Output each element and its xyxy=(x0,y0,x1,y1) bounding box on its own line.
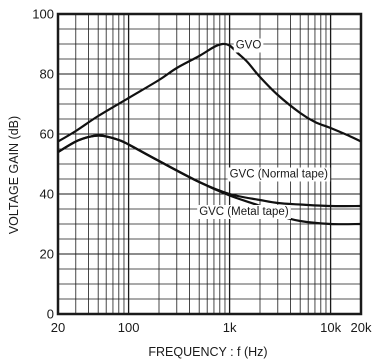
y-tick-label: 100 xyxy=(32,7,54,22)
y-tick-label: 60 xyxy=(40,127,54,142)
x-tick-label: 100 xyxy=(118,320,140,335)
grid xyxy=(58,14,361,314)
y-tick-label: 40 xyxy=(40,187,54,202)
plot-border xyxy=(56,12,363,316)
y-tick-label: 80 xyxy=(40,67,54,82)
x-axis-label: FREQUENCY : f (Hz) xyxy=(148,345,267,359)
y-axis-label: VOLTAGE GAIN (dB) xyxy=(7,116,21,234)
y-tick-label: 0 xyxy=(47,307,54,322)
annotation-background xyxy=(233,38,264,53)
annotation-label: GVC (Metal tape) xyxy=(199,206,289,218)
series-group xyxy=(57,42,362,226)
series-line-gvo xyxy=(57,42,362,143)
annotation-background xyxy=(227,167,331,182)
x-tick-label: 20k xyxy=(351,320,372,335)
annotations: GVO GVC (Normal tape) GVC (Metal tape) xyxy=(197,38,331,219)
x-tick-label: 20 xyxy=(51,320,65,335)
series-line-gvc-metal-tape xyxy=(57,134,362,226)
x-tick-label: 10k xyxy=(320,320,341,335)
annotation-background xyxy=(197,205,291,219)
annotation-label: GVO xyxy=(236,40,262,52)
annotation-label: GVC (Normal tape) xyxy=(230,169,329,181)
plot-frame xyxy=(56,12,363,316)
y-tick-label: 20 xyxy=(40,247,54,262)
x-tick-label: 1k xyxy=(223,320,237,335)
